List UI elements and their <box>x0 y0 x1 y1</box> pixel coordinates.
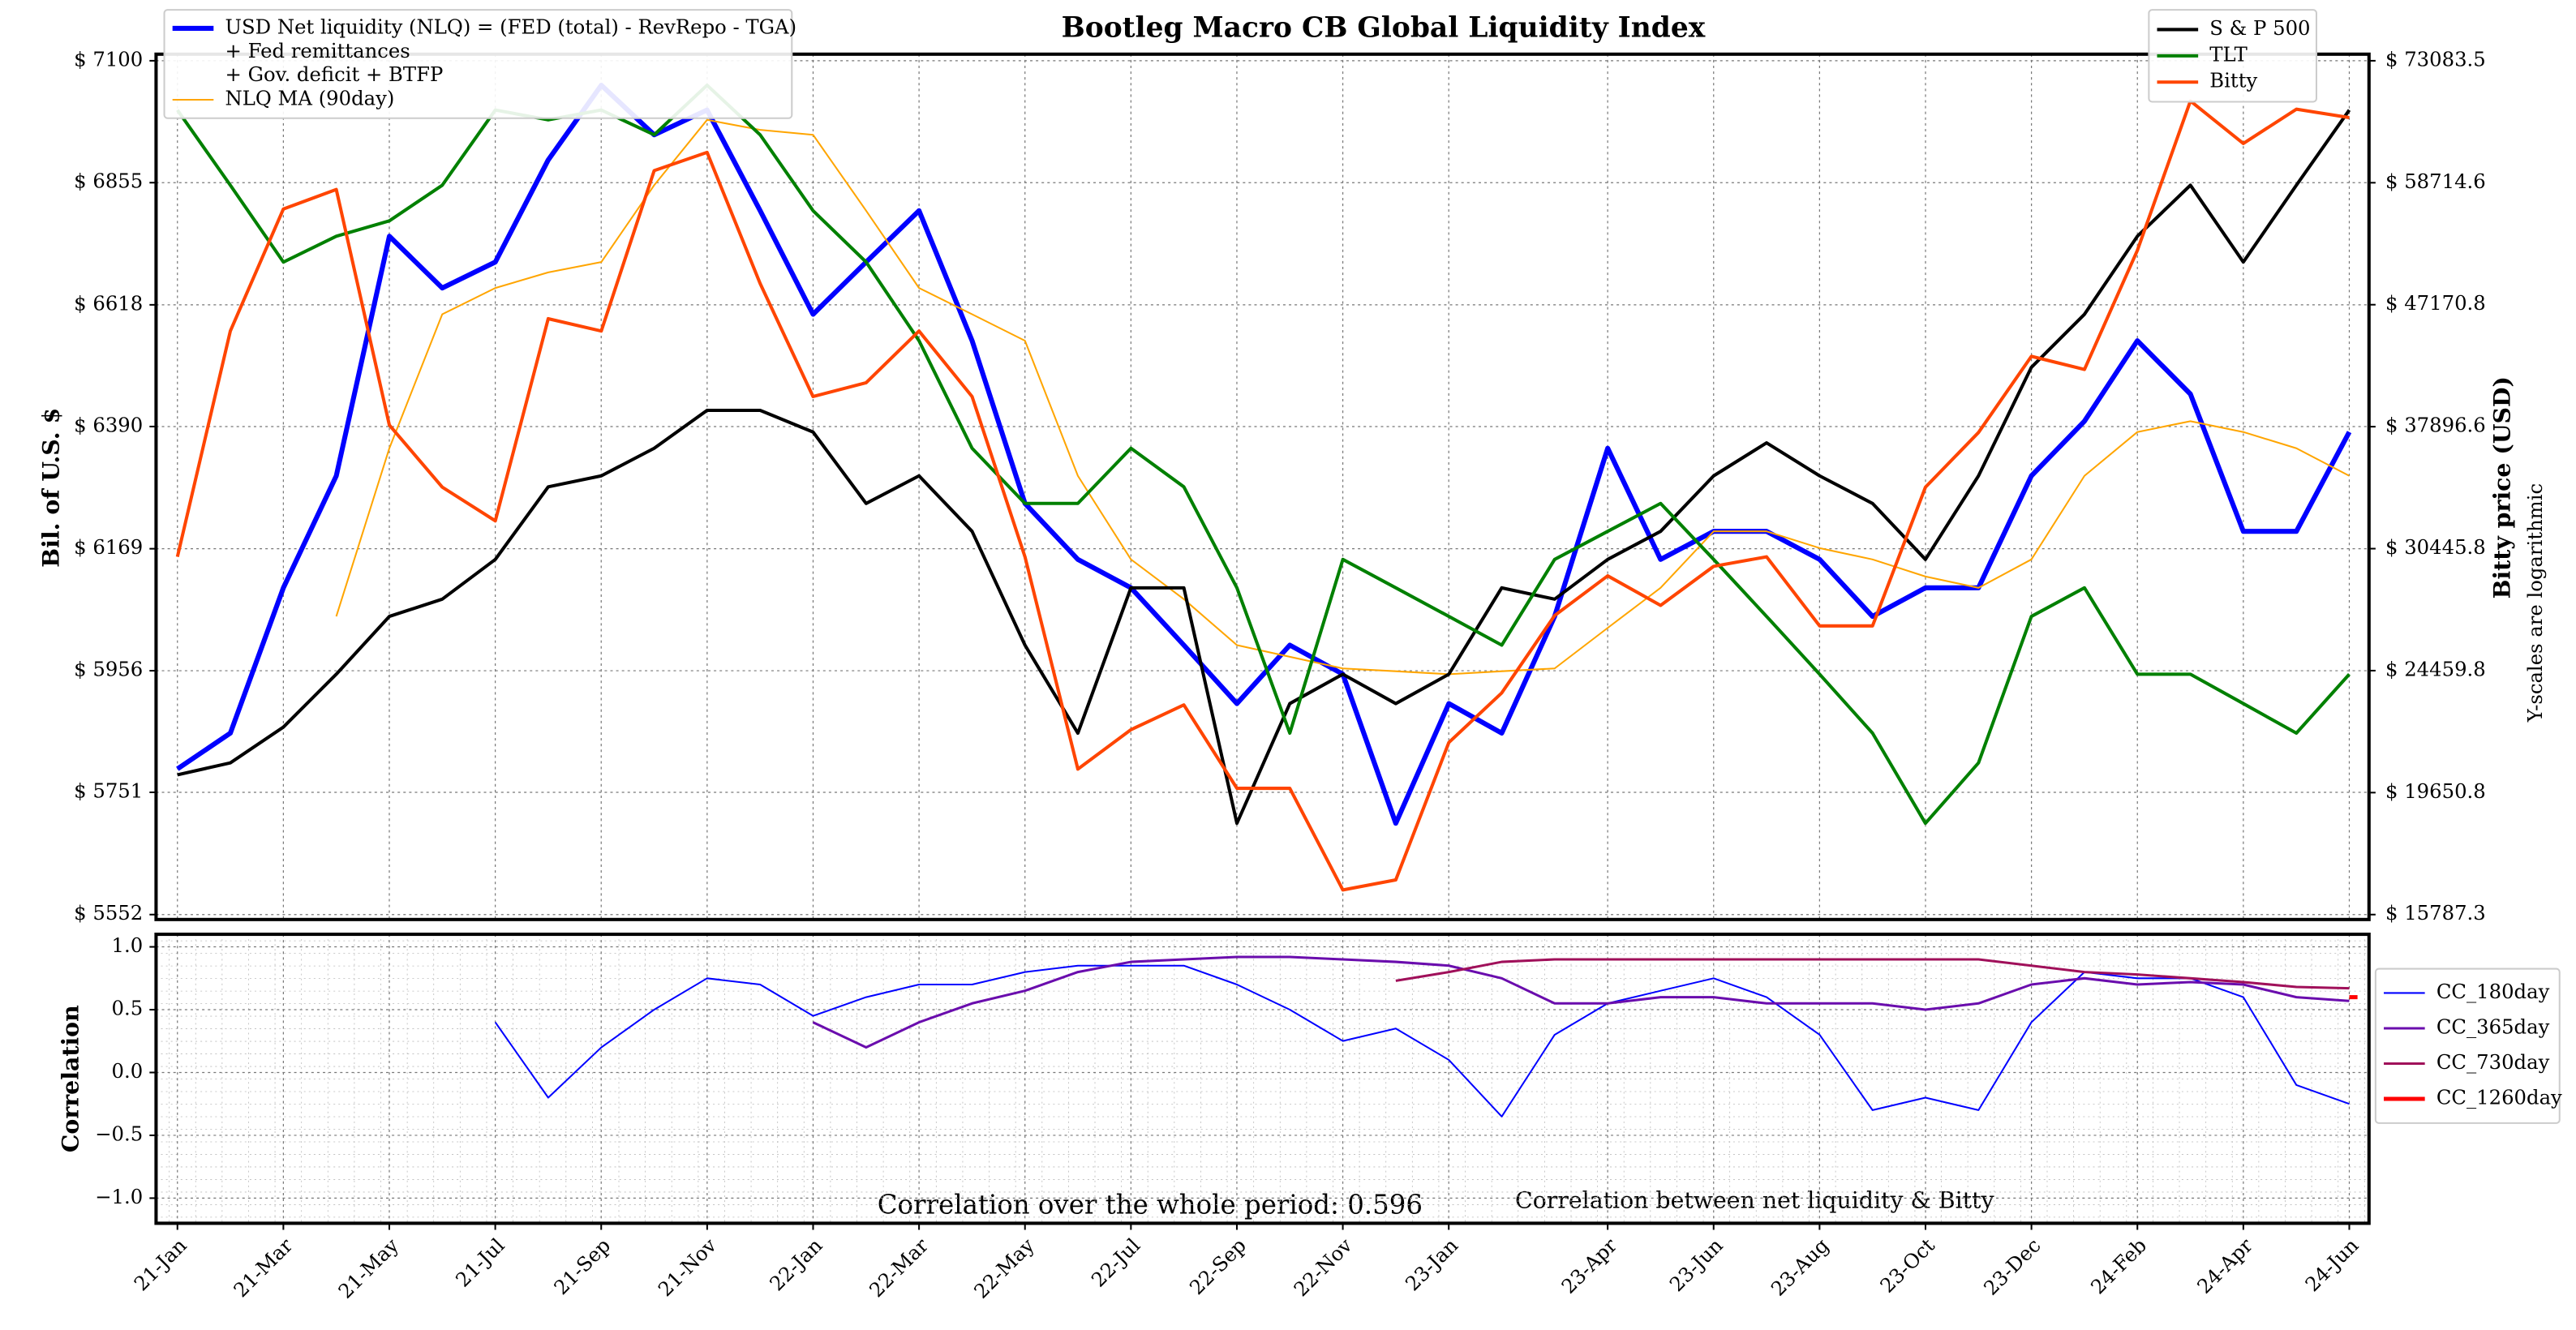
series-line <box>177 109 2351 826</box>
plot-frame <box>154 933 2371 1225</box>
legend-label: NLQ MA (90day) <box>225 87 394 110</box>
legend-box <box>2148 9 2317 103</box>
y-tick-label: −1.0 <box>95 1185 143 1208</box>
y-tick-label: $ 5552 <box>74 901 143 925</box>
y-axis-label: Correlation <box>57 1005 84 1152</box>
y2-tick-label: $ 30445.8 <box>2385 535 2486 559</box>
series-line <box>175 99 2350 892</box>
annotation: Correlation between net liquidity & Bitt… <box>1515 1187 1994 1214</box>
legend-label: S & P 500 <box>2209 16 2310 40</box>
y-tick-label: $ 5956 <box>74 658 143 681</box>
legend-box <box>163 9 793 119</box>
plot-frame <box>154 52 2371 921</box>
chart-title: Bootleg Macro CB Global Liquidity Index <box>1062 11 1706 44</box>
y2-axis-label: Bitty price (USD) <box>2488 376 2515 598</box>
y2-tick-label: $ 24459.8 <box>2385 657 2486 680</box>
legend-box <box>2374 967 2561 1124</box>
series-line <box>812 955 2350 1049</box>
y-tick-label: $ 6855 <box>74 169 143 193</box>
legend-label: CC_1260day <box>2436 1086 2562 1109</box>
y-tick-label: $ 6390 <box>74 413 143 436</box>
y-tick-label: −0.5 <box>95 1122 143 1145</box>
legend-label: CC_730day <box>2436 1050 2550 1074</box>
y2-tick-label: $ 37896.6 <box>2385 414 2486 437</box>
legend-label: + Gov. deficit + BTFP <box>225 62 443 86</box>
y2-tick-label: $ 19650.8 <box>2385 779 2486 803</box>
annotation: Correlation over the whole period: 0.596 <box>878 1190 1423 1221</box>
y-tick-label: 0.5 <box>112 997 144 1020</box>
y-tick-label: $ 5751 <box>74 779 143 803</box>
note: Y-scales are logarithmic <box>2523 483 2547 723</box>
series-line <box>176 83 2352 826</box>
y-tick-label: $ 6618 <box>74 291 143 315</box>
y-tick-label: $ 7100 <box>74 47 143 71</box>
legend-label: + Fed remittances <box>225 39 410 62</box>
legend-label: CC_180day <box>2436 980 2550 1003</box>
legend-label: CC_365day <box>2436 1015 2550 1038</box>
legend-label: TLT <box>2209 42 2248 66</box>
legend-label: Bitty <box>2209 69 2257 92</box>
y2-tick-label: $ 47170.8 <box>2385 291 2486 315</box>
y-tick-label: 0.0 <box>112 1059 144 1083</box>
legend-label: USD Net liquidity (NLQ) = (FED (total) -… <box>225 15 796 38</box>
y2-tick-label: $ 15787.3 <box>2385 901 2486 925</box>
y2-tick-label: $ 58714.6 <box>2385 169 2486 193</box>
y-tick-label: 1.0 <box>112 933 144 957</box>
y2-tick-label: $ 73083.5 <box>2385 47 2486 71</box>
y-tick-label: $ 6169 <box>74 535 143 559</box>
y-axis-label: Bil. of U.S. $ <box>36 408 64 568</box>
series-line <box>1395 958 2350 990</box>
series-line <box>494 964 2350 1118</box>
